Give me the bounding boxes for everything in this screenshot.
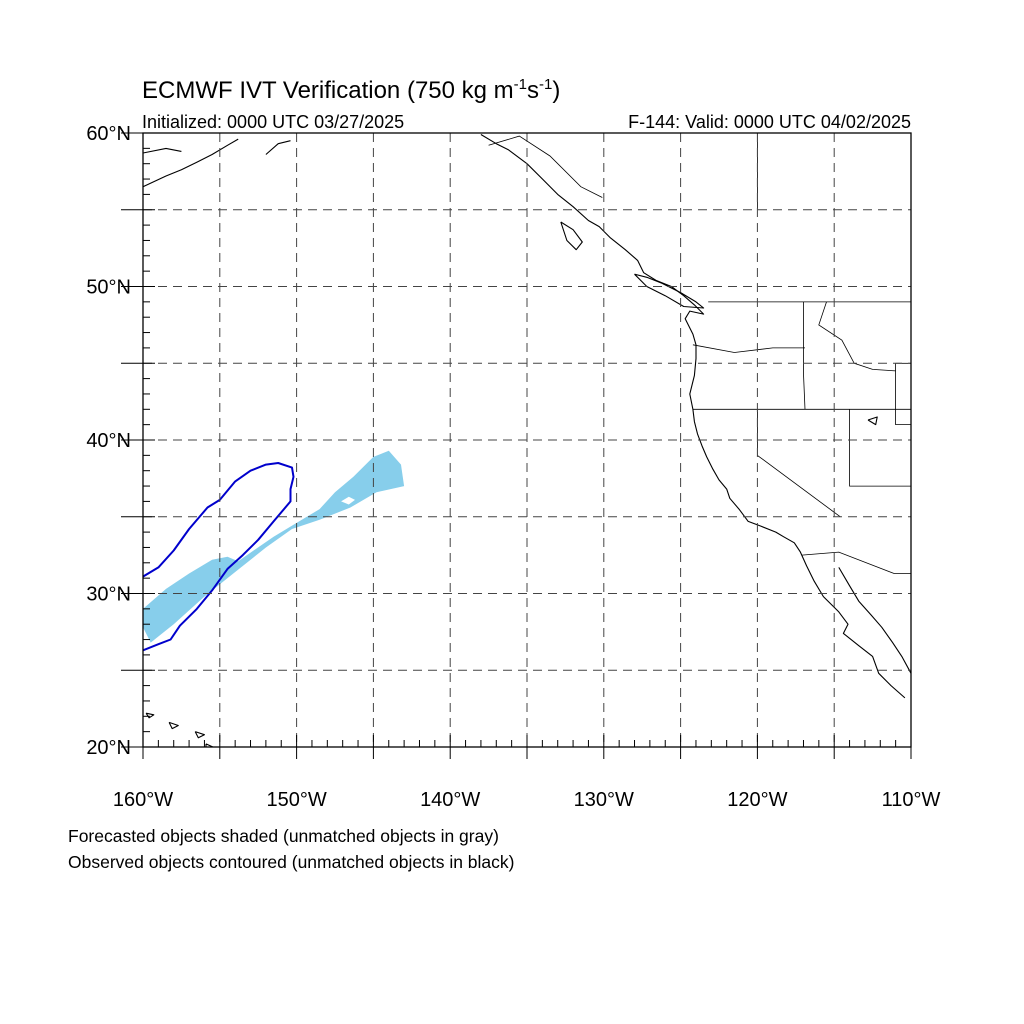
coastline (867, 416, 878, 426)
lon-label: 120°W (727, 789, 787, 811)
coastline (205, 743, 215, 747)
political-border (692, 344, 805, 353)
coastline (634, 273, 705, 309)
coastline (838, 567, 911, 674)
lat-label: 20°N (86, 737, 131, 759)
coastline (143, 138, 239, 188)
footnote-observed: Observed objects contoured (unmatched ob… (68, 852, 515, 872)
valid-time: F-144: Valid: 0000 UTC 04/02/2025 (628, 112, 911, 132)
coastline (265, 140, 291, 155)
lat-label: 40°N (86, 430, 131, 452)
axis-labels: 60°N 50°N 40°N 30°N 20°N 160°W 150°W 140°W 130°W… (86, 123, 940, 811)
coastline (168, 721, 179, 730)
lon-label: 140°W (420, 789, 480, 811)
initialized-time: Initialized: 0000 UTC 03/27/2025 (142, 112, 404, 132)
coastline (143, 147, 182, 154)
political-border (757, 409, 841, 518)
coastline (194, 731, 205, 739)
graticule (143, 133, 911, 747)
lon-label: 110°W (882, 789, 941, 811)
map-layer (143, 133, 911, 747)
observed-ivt-contour (143, 462, 295, 652)
lon-label: 150°W (266, 789, 326, 811)
forecast-ivt-object (143, 450, 405, 643)
political-border (818, 301, 896, 372)
lon-label: 130°W (574, 789, 634, 811)
lat-label: 60°N (86, 123, 131, 145)
coastline (145, 712, 155, 719)
coastline (560, 221, 583, 251)
lat-label: 50°N (86, 277, 131, 299)
political-border (488, 135, 603, 198)
lon-label: 160°W (113, 789, 173, 811)
footnote-forecast: Forecasted objects shaded (unmatched obj… (68, 826, 499, 846)
political-border (803, 301, 806, 410)
coastline (480, 134, 906, 699)
axis-ticks (121, 132, 912, 759)
political-border (801, 551, 911, 574)
political-border (895, 363, 911, 426)
political-border (849, 409, 911, 487)
lat-label: 30°N (86, 584, 131, 606)
map-title: ECMWF IVT Verification (750 kg m-1s-1) (142, 76, 560, 104)
